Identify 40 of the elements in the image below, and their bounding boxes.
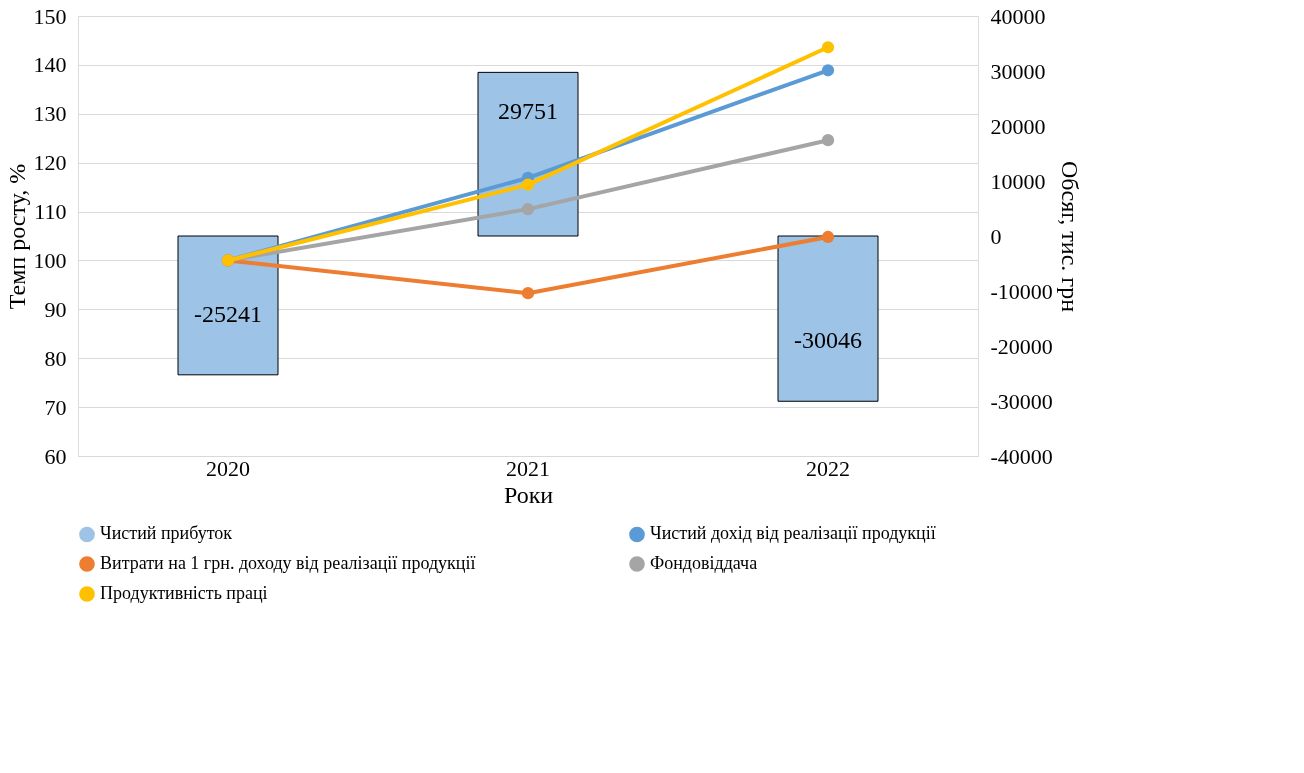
y-tick-label: 90 xyxy=(44,296,67,322)
point xyxy=(821,230,835,244)
y2-tick-label: 10000 xyxy=(990,168,1046,194)
y-tick-label: 130 xyxy=(33,101,67,127)
y-tick-label: 110 xyxy=(34,199,67,225)
y-tick-label: 70 xyxy=(44,394,67,420)
legend-label: Чистий дохід від реалізації продукції xyxy=(650,523,936,544)
point xyxy=(521,203,535,216)
x-tick-label: 2022 xyxy=(806,455,850,481)
y2-tick-label: 0 xyxy=(990,223,1002,249)
y-tick-label: 120 xyxy=(33,150,67,176)
y-tick-label: 80 xyxy=(44,345,67,371)
y2-tick-label: 30000 xyxy=(990,58,1046,84)
point xyxy=(521,287,535,300)
y-tick-label: 150 xyxy=(33,3,67,29)
x-axis-title: Роки xyxy=(503,481,554,508)
y2-tick-label: 20000 xyxy=(990,113,1046,139)
y-axis-title: Темп росту, % xyxy=(3,163,30,310)
point xyxy=(821,64,835,77)
y-tick-label: 140 xyxy=(33,52,67,78)
y2-tick-label: -30000 xyxy=(990,388,1053,414)
y2-tick-label: 40000 xyxy=(990,3,1046,29)
y2-tick-label: -20000 xyxy=(990,333,1053,359)
legend-label: Продуктивність праці xyxy=(100,583,268,603)
y2-tick-label: -40000 xyxy=(990,443,1053,469)
y-tick-label: 60 xyxy=(44,443,67,469)
x-tick-label: 2021 xyxy=(506,455,550,481)
y-tick-label: 100 xyxy=(33,247,67,273)
x-tick-label: 2020 xyxy=(206,455,250,481)
point xyxy=(821,134,835,147)
data-label: -25241 xyxy=(194,300,262,327)
y2-tick-label: -10000 xyxy=(990,278,1053,304)
point xyxy=(521,178,535,191)
y2-axis-title: Обсяг, тис. грн xyxy=(1056,160,1083,313)
legend-label: Фондовіддача xyxy=(650,553,758,573)
data-label: -30046 xyxy=(794,327,862,354)
legend-label: Чистий прибуток xyxy=(100,523,233,544)
legend-label: Витрати на 1 грн. доходу від реалізації продукції xyxy=(100,553,476,573)
data-label: 29751 xyxy=(498,98,558,125)
point xyxy=(821,41,835,54)
